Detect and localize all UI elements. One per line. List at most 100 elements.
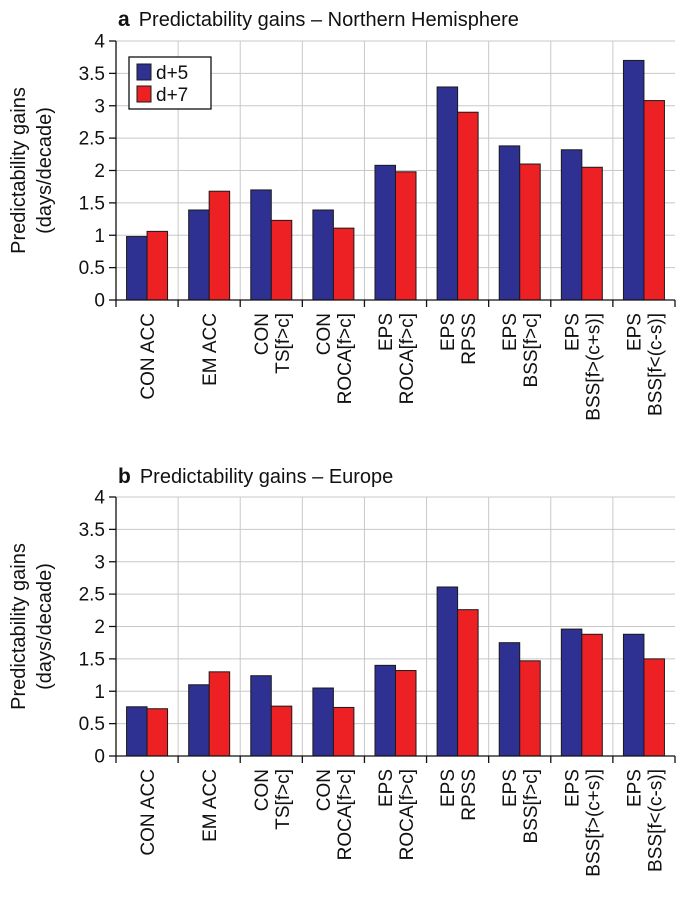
x-tick-label: EPS xyxy=(376,769,397,807)
bar-d7-b-0 xyxy=(146,708,169,757)
chart-title-text: Predictability gains – Northern Hemisphe… xyxy=(139,9,519,31)
x-tick-label: BSS[f>(c+s)] xyxy=(583,313,604,421)
bar-d7-a-2 xyxy=(270,219,293,301)
y-tick-label: 4 xyxy=(94,32,105,53)
chart-title-text: Predictability gains – Europe xyxy=(140,466,393,488)
chart-title: a Predictability gains – Northern Hemisph… xyxy=(118,8,519,31)
legend: d+5d+7 xyxy=(128,56,212,110)
bar-d7-b-2 xyxy=(270,705,293,757)
bar-d7-b-1 xyxy=(208,671,231,757)
x-tick-label: BSS[f>c] xyxy=(521,313,542,387)
y-axis-label: Predictability gains xyxy=(8,543,30,710)
bar-d7-a-1 xyxy=(208,190,231,301)
x-tick-label: BSS[f<(c-s)] xyxy=(645,313,666,416)
bar-d7-a-0 xyxy=(146,230,169,301)
x-tick-label: EPS xyxy=(562,769,583,807)
bar-d5-a-2 xyxy=(250,189,272,301)
x-tick-label: ROCA[f>c] xyxy=(397,313,418,404)
bar-d5-a-6 xyxy=(498,145,521,301)
y-tick-label: 0.5 xyxy=(79,258,105,279)
x-tick-label: ROCA[f>c] xyxy=(397,769,418,860)
bar-d5-a-5 xyxy=(436,86,459,301)
bar-d5-b-1 xyxy=(188,684,210,757)
x-tick-label: CON xyxy=(314,313,335,355)
x-tick-label: BSS[f>(c+s)] xyxy=(583,769,604,877)
bar-d5-a-7 xyxy=(560,149,583,301)
y-tick-label: 2.5 xyxy=(79,585,105,606)
x-tick-label: ROCA[f>c] xyxy=(335,769,356,860)
y-tick-label: 0 xyxy=(94,747,105,768)
y-tick-label: 0 xyxy=(94,291,105,312)
bar-d7-b-7 xyxy=(581,633,603,757)
bar-d5-b-7 xyxy=(560,628,583,757)
y-tick-label: 1 xyxy=(94,226,105,247)
chart-title: b Predictability gains – Europe xyxy=(118,465,393,488)
x-tick-label: EPS xyxy=(500,769,521,807)
panel-letter: a xyxy=(118,8,130,31)
bar-d7-b-4 xyxy=(395,670,417,757)
bar-d7-b-6 xyxy=(519,660,541,757)
y-tick-label: 2 xyxy=(94,617,105,638)
x-tick-label: EPS xyxy=(438,769,459,807)
bar-d7-a-3 xyxy=(332,227,355,301)
x-tick-label: TS[f>c] xyxy=(273,313,294,374)
y-tick-label: 1 xyxy=(94,682,105,703)
x-tick-label: EPS xyxy=(438,313,459,351)
x-tick-label: CON ACC xyxy=(138,313,159,400)
y-tick-label: 3.5 xyxy=(79,64,105,85)
bar-d5-b-5 xyxy=(436,586,459,757)
bar-d5-b-0 xyxy=(126,706,148,757)
bar-d7-b-3 xyxy=(332,706,355,757)
bar-d5-a-0 xyxy=(126,236,148,301)
y-axis-label: (days/decade) xyxy=(34,563,56,690)
x-tick-label: CON xyxy=(314,769,335,811)
y-tick-label: 1.5 xyxy=(79,649,105,670)
x-tick-label: EPS xyxy=(624,769,645,807)
legend-swatch-d5 xyxy=(136,63,152,81)
x-tick-label: TS[f>c] xyxy=(273,769,294,830)
bar-d5-b-2 xyxy=(250,675,272,757)
y-axis-label: Predictability gains xyxy=(8,87,30,254)
x-tick-label: EPS xyxy=(624,313,645,351)
x-tick-label: BSS[f>c] xyxy=(521,769,542,843)
y-tick-label: 3 xyxy=(94,96,105,117)
x-tick-label: CON xyxy=(252,313,273,355)
legend-swatch-d7 xyxy=(136,85,152,103)
legend-label-d5: d+5 xyxy=(156,63,188,84)
bar-d5-b-4 xyxy=(374,664,396,757)
y-tick-label: 2 xyxy=(94,161,105,182)
x-tick-label: CON xyxy=(252,769,273,811)
bar-d5-a-1 xyxy=(188,209,210,301)
bar-d5-a-3 xyxy=(312,209,334,301)
bar-d7-b-8 xyxy=(643,658,665,757)
bar-d5-a-4 xyxy=(374,164,396,301)
bar-d7-a-8 xyxy=(643,100,665,301)
y-axis-label: (days/decade) xyxy=(34,107,56,234)
y-tick-label: 0.5 xyxy=(79,714,105,735)
panel-letter: b xyxy=(118,465,131,488)
y-tick-label: 1.5 xyxy=(79,193,105,214)
x-tick-label: ROCA[f>c] xyxy=(335,313,356,404)
x-tick-label: EM ACC xyxy=(200,769,221,842)
x-tick-label: RPSS xyxy=(459,313,480,365)
bar-d7-a-6 xyxy=(519,163,541,301)
x-tick-label: EPS xyxy=(562,313,583,351)
y-tick-label: 2.5 xyxy=(79,129,105,150)
y-tick-label: 3.5 xyxy=(79,520,105,541)
x-tick-label: BSS[f<(c-s)] xyxy=(645,769,666,872)
x-tick-label: RPSS xyxy=(459,769,480,821)
x-tick-label: CON ACC xyxy=(138,769,159,856)
bar-d5-a-8 xyxy=(622,59,645,301)
y-tick-label: 4 xyxy=(94,488,105,509)
x-tick-label: EM ACC xyxy=(200,313,221,386)
bar-d7-a-7 xyxy=(581,166,603,301)
bar-d7-b-5 xyxy=(457,609,479,757)
bar-d5-b-3 xyxy=(312,687,334,757)
bar-d7-a-4 xyxy=(395,171,417,301)
x-tick-label: EPS xyxy=(376,313,397,351)
x-tick-label: EPS xyxy=(500,313,521,351)
